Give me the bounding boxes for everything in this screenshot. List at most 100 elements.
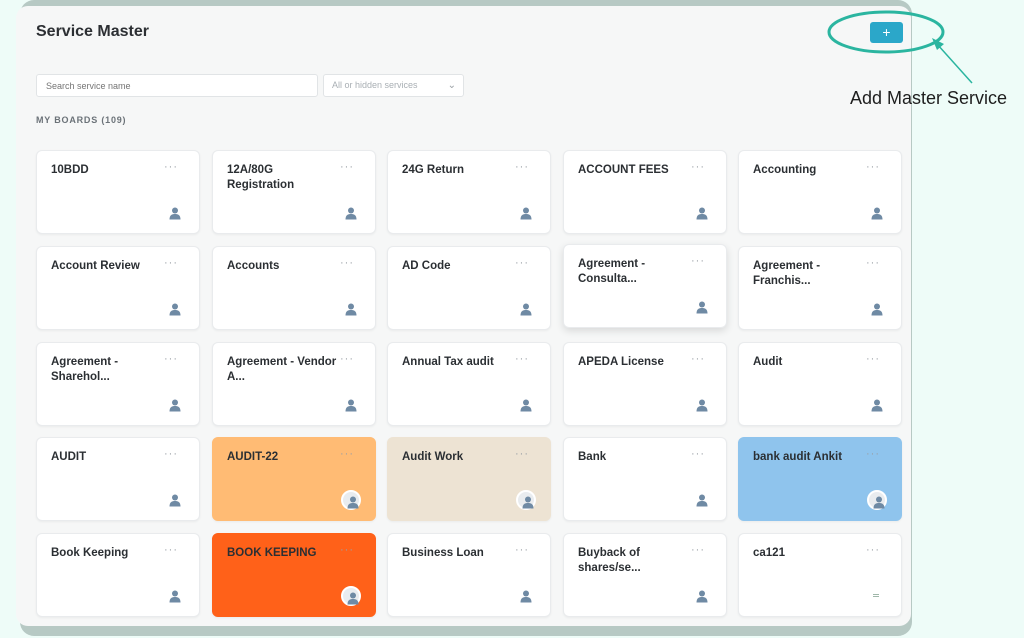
service-card-name: Agreement - Sharehol... (51, 356, 119, 383)
card-menu-icon[interactable]: ··· (515, 257, 529, 269)
assignee-avatar-icon[interactable] (867, 395, 887, 415)
card-menu-icon[interactable]: ··· (164, 544, 178, 556)
callout-arrow-line (936, 43, 973, 84)
service-card[interactable]: AUDIT-22 ··· (212, 437, 376, 521)
assignee-avatar-icon[interactable] (692, 203, 712, 223)
service-card[interactable]: ca121 ··· (738, 533, 902, 617)
assignee-avatar-icon[interactable] (516, 586, 536, 606)
card-menu-icon[interactable]: ··· (164, 448, 178, 460)
assignee-avatar-icon[interactable] (341, 299, 361, 319)
boards-count-label: MY BOARDS (109) (36, 115, 127, 125)
card-menu-icon[interactable]: ··· (691, 448, 705, 460)
service-card-name: 10BDD (51, 164, 89, 176)
assignee-avatar-icon[interactable] (165, 586, 185, 606)
card-menu-icon[interactable]: ··· (866, 448, 880, 460)
service-card[interactable]: 12A/80G Registration ··· (212, 150, 376, 234)
service-card[interactable]: 24G Return ··· (387, 150, 551, 234)
assignee-avatar-icon[interactable] (867, 490, 887, 510)
card-menu-icon[interactable]: ··· (515, 544, 529, 556)
service-card-name: Bank (578, 451, 607, 463)
service-card-name: 24G Return (402, 164, 464, 176)
card-menu-icon[interactable]: ··· (691, 255, 705, 267)
service-card[interactable]: Agreement - Franchis... ··· (738, 246, 902, 330)
service-card[interactable]: APEDA License ··· (563, 342, 727, 426)
service-card-name: Annual Tax audit (402, 356, 494, 368)
callout-arrowhead (932, 38, 944, 50)
service-card-name: Agreement - Franchis... (753, 260, 821, 287)
visibility-filter-select[interactable]: All or hidden services ⌄ (323, 74, 464, 97)
add-service-button[interactable]: + (870, 22, 903, 43)
card-menu-icon[interactable]: ··· (340, 161, 354, 173)
service-card[interactable]: Accounting ··· (738, 150, 902, 234)
service-card[interactable]: Business Loan ··· (387, 533, 551, 617)
assignee-avatar-icon[interactable] (165, 490, 185, 510)
service-card[interactable]: Accounts ··· (212, 246, 376, 330)
service-card[interactable]: Agreement - Vendor A... ··· (212, 342, 376, 426)
service-card[interactable]: Annual Tax audit ··· (387, 342, 551, 426)
assignee-avatar-icon[interactable] (341, 203, 361, 223)
service-card[interactable]: Agreement - Consulta... ··· (563, 244, 727, 328)
card-menu-icon[interactable]: ··· (164, 353, 178, 365)
card-menu-icon[interactable]: ··· (691, 161, 705, 173)
assignee-avatar-icon[interactable] (867, 299, 887, 319)
service-card-name: 12A/80G Registration (227, 164, 295, 191)
service-card[interactable]: Bank ··· (563, 437, 727, 521)
card-menu-icon[interactable]: ··· (515, 353, 529, 365)
card-menu-icon[interactable]: ··· (866, 353, 880, 365)
assignee-avatar-icon[interactable] (692, 586, 712, 606)
card-menu-icon[interactable]: ··· (691, 353, 705, 365)
card-menu-icon[interactable]: ··· (866, 257, 880, 269)
service-card[interactable]: Audit ··· (738, 342, 902, 426)
service-card-name: Audit (753, 356, 783, 368)
service-card-name: Agreement - Consulta... (578, 258, 646, 285)
assignee-avatar-icon[interactable] (341, 395, 361, 415)
card-menu-icon[interactable]: ··· (340, 353, 354, 365)
service-card[interactable]: Book Keeping ··· (36, 533, 200, 617)
assignee-avatar-icon[interactable] (867, 203, 887, 223)
assignee-avatar-icon[interactable] (341, 490, 361, 510)
assignee-avatar-icon[interactable] (516, 299, 536, 319)
add-master-service-annotation: Add Master Service (850, 88, 1008, 108)
service-card-name: Account Review (51, 260, 140, 272)
card-menu-icon[interactable]: ··· (515, 448, 529, 460)
service-card-name: bank audit Ankit (753, 451, 843, 463)
service-card[interactable]: AUDIT ··· (36, 437, 200, 521)
service-card[interactable]: AD Code ··· (387, 246, 551, 330)
service-card-name: Accounting (753, 164, 817, 176)
card-menu-icon[interactable]: ··· (164, 161, 178, 173)
assignee-avatar-icon[interactable] (516, 395, 536, 415)
service-card[interactable]: Account Review ··· (36, 246, 200, 330)
card-menu-icon[interactable]: ··· (691, 544, 705, 556)
service-card-name: Agreement - Vendor A... (227, 356, 337, 383)
assignee-avatar-icon[interactable] (516, 203, 536, 223)
service-card[interactable]: 10BDD ··· (36, 150, 200, 234)
assignee-avatar-icon[interactable] (692, 395, 712, 415)
assignee-avatar-icon[interactable] (867, 586, 887, 606)
card-menu-icon[interactable]: ··· (515, 161, 529, 173)
card-menu-icon[interactable]: ··· (340, 257, 354, 269)
card-menu-icon[interactable]: ··· (164, 257, 178, 269)
assignee-avatar-icon[interactable] (165, 203, 185, 223)
service-card-name: Book Keeping (51, 547, 129, 559)
service-card-name: APEDA License (578, 356, 664, 368)
service-card-name: Accounts (227, 260, 280, 272)
assignee-avatar-icon[interactable] (692, 297, 712, 317)
service-card[interactable]: bank audit Ankit ··· (738, 437, 902, 521)
assignee-avatar-icon[interactable] (692, 490, 712, 510)
page-title: Service Master (36, 23, 149, 40)
assignee-avatar-icon[interactable] (341, 586, 361, 606)
card-menu-icon[interactable]: ··· (866, 544, 880, 556)
card-menu-icon[interactable]: ··· (340, 544, 354, 556)
service-card[interactable]: Buyback of shares/se... ··· (563, 533, 727, 617)
card-menu-icon[interactable]: ··· (340, 448, 354, 460)
search-input[interactable] (36, 74, 318, 97)
service-card[interactable]: BOOK KEEPING ··· (212, 533, 376, 617)
assignee-avatar-icon[interactable] (165, 299, 185, 319)
card-menu-icon[interactable]: ··· (866, 161, 880, 173)
service-card[interactable]: ACCOUNT FEES ··· (563, 150, 727, 234)
assignee-avatar-icon[interactable] (165, 395, 185, 415)
assignee-avatar-icon[interactable] (516, 490, 536, 510)
service-card[interactable]: Audit Work ··· (387, 437, 551, 521)
service-card[interactable]: Agreement - Sharehol... ··· (36, 342, 200, 426)
